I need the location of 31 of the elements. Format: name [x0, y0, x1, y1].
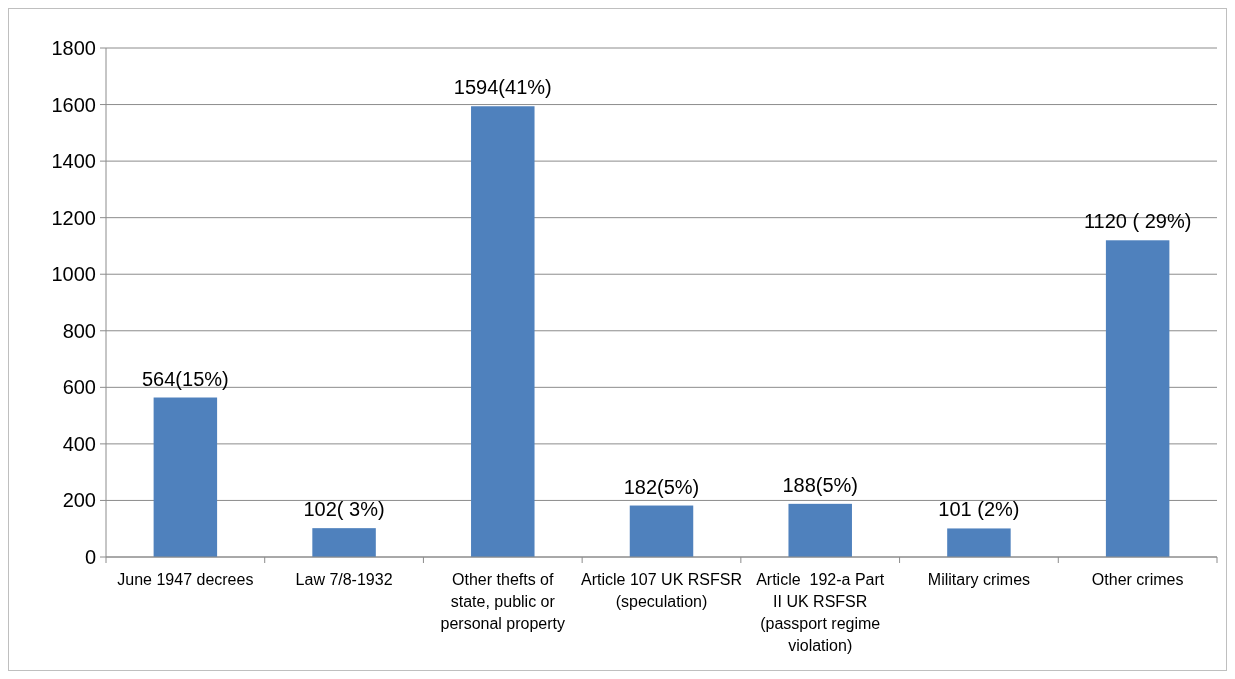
data-label: 188(5%) [782, 473, 859, 496]
x-tick-label: Other crimes [1091, 571, 1184, 588]
x-tick-label: Military crimes [927, 571, 1031, 588]
bar [153, 397, 218, 557]
y-tick-label: 1000 [51, 263, 96, 286]
y-tick-label: 800 [62, 319, 96, 342]
x-tick-label: June 1947 decrees [117, 571, 254, 588]
bar [629, 505, 694, 557]
x-tick-label: Law 7/8-1932 [295, 571, 393, 588]
bar [312, 528, 376, 557]
y-tick-label: 200 [62, 489, 96, 512]
y-tick-label: 1400 [51, 150, 96, 173]
data-label: 1120 ( 29%) [1083, 210, 1192, 233]
bar [947, 528, 1011, 557]
y-tick-label: 1200 [51, 206, 96, 229]
y-tick-label: 1800 [51, 37, 96, 59]
y-tick-label: 400 [62, 432, 96, 455]
data-label: 182(5%) [623, 475, 700, 498]
x-tick-label: Article 107 UK RSFSR (speculation) [581, 571, 742, 610]
y-tick-label: 0 [84, 546, 96, 568]
y-tick-label: 1600 [51, 93, 96, 116]
y-tick-label: 600 [62, 376, 96, 399]
bar [788, 503, 852, 557]
data-label: 101 (2%) [938, 498, 1020, 521]
x-tick-label: Article 192-a Part II UK RSFSR (passport regime violation) [756, 571, 885, 654]
x-tick-label: Other thefts of state, public or personal property [440, 571, 566, 632]
data-label: 564(15%) [142, 367, 229, 390]
data-label: 1594(41%) [453, 76, 552, 99]
bar [471, 106, 535, 557]
data-label: 102( 3%) [303, 498, 385, 521]
bar [1105, 240, 1170, 557]
